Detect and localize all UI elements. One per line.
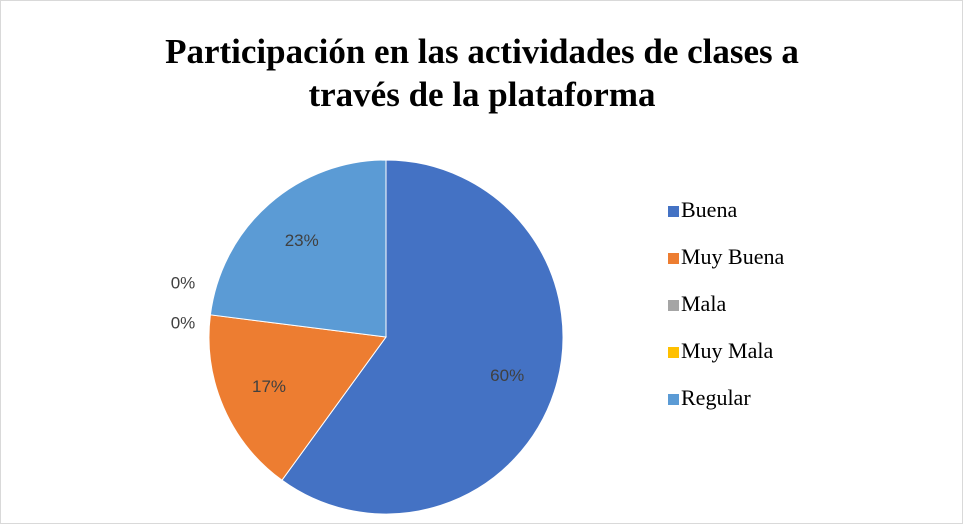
data-label: 17% xyxy=(252,377,286,396)
legend-swatch xyxy=(668,394,679,405)
legend-swatch xyxy=(668,347,679,358)
legend-swatch xyxy=(668,300,679,311)
legend-swatch xyxy=(668,206,679,217)
legend-label: Buena xyxy=(681,197,737,222)
pie-slice xyxy=(281,159,564,515)
data-label: 0% xyxy=(171,273,196,292)
data-label: 23% xyxy=(285,231,319,250)
data-label: 0% xyxy=(171,313,196,332)
legend-label: Mala xyxy=(681,291,726,316)
legend-label: Regular xyxy=(681,385,751,410)
legend-swatch xyxy=(668,253,679,264)
legend-label: Muy Mala xyxy=(681,338,774,363)
data-label: 60% xyxy=(490,366,524,385)
pie-slice xyxy=(208,314,387,481)
legend-label: Muy Buena xyxy=(681,244,785,269)
chart-title: Participación en las actividades de clas… xyxy=(165,32,799,114)
pie-slice xyxy=(209,159,387,338)
